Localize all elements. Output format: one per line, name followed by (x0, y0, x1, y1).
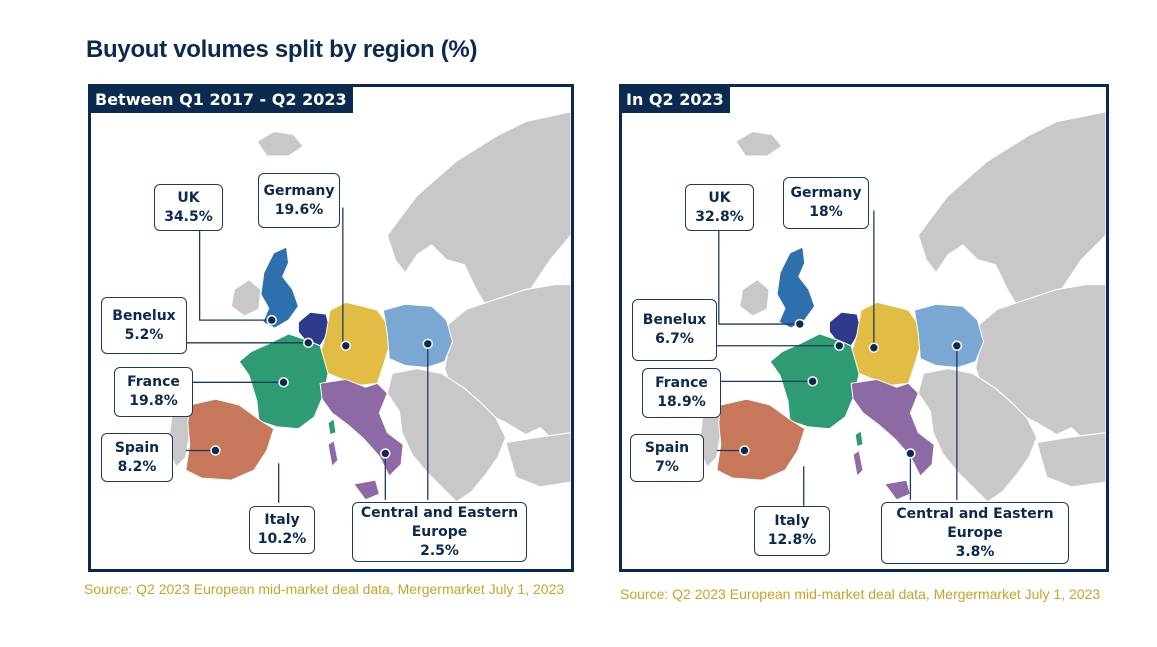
other-countries (167, 111, 571, 503)
ireland-shape (738, 278, 770, 317)
spain-shape (185, 398, 275, 481)
map-panel-historical: Between Q1 2017 - Q2 2023 (88, 84, 574, 572)
uk-marker (794, 318, 805, 330)
italy-name: Italy (264, 512, 300, 528)
spain-value: 8.2% (117, 458, 157, 475)
other-countries (698, 111, 1106, 503)
france-name: France (655, 375, 708, 391)
spain-name: Spain (644, 440, 690, 456)
uk-shape (260, 246, 299, 329)
benelux-name: Benelux (642, 312, 707, 328)
uk-marker (266, 314, 277, 326)
callout-germany: Germany 19.6% (258, 173, 340, 228)
spain-marker (210, 445, 221, 456)
balkans-shape (386, 367, 507, 503)
italy-marker (380, 448, 391, 459)
callout-uk: UK 32.8% (685, 184, 754, 231)
benelux-marker (303, 337, 314, 348)
cee-marker (422, 338, 433, 349)
spain-marker (739, 445, 750, 456)
france-name: France (127, 374, 180, 390)
callout-benelux: Benelux 6.7% (632, 299, 717, 361)
germany-shape (850, 301, 921, 386)
cee-value: 3.8% (955, 543, 995, 560)
panel-header: Between Q1 2017 - Q2 2023 (91, 87, 353, 113)
callout-lines (716, 210, 958, 506)
uk-name: UK (708, 189, 731, 206)
balkans-shape (917, 367, 1038, 503)
uk-shape (776, 246, 816, 329)
callout-italy: Italy 10.2% (249, 506, 315, 554)
iceland-shape (734, 130, 783, 157)
germany-value: 19.6% (274, 201, 324, 218)
uk-value: 34.5% (164, 208, 213, 225)
callout-spain: Spain 7% (630, 434, 704, 482)
callout-benelux: Benelux 5.2% (101, 297, 187, 354)
cee-shape (913, 303, 985, 369)
benelux-value: 5.2% (124, 326, 164, 343)
turkey-shape (505, 432, 571, 488)
germany-value: 18% (809, 204, 843, 220)
europe-map (167, 111, 571, 503)
cee-name: Central and Eastern Europe (360, 504, 519, 540)
benelux-marker (834, 340, 845, 351)
germany-marker (868, 342, 880, 353)
corsica-shape (327, 418, 337, 436)
france-value: 18.9% (657, 394, 706, 410)
source-note: Source: Q2 2023 European mid-market deal… (620, 586, 1101, 602)
benelux-value: 6.7% (655, 331, 694, 347)
turkey-shape (1036, 432, 1106, 488)
uk-name: UK (177, 189, 200, 206)
page-title: Buyout volumes split by region (%) (86, 36, 478, 63)
europe-map (698, 111, 1106, 506)
callout-germany: Germany 18% (783, 177, 869, 229)
map-panel-q2-2023: In Q2 2023 (619, 84, 1109, 572)
germany-marker (340, 340, 351, 351)
france-marker (807, 376, 818, 387)
sicily-shape (352, 479, 380, 501)
france-marker (278, 377, 289, 388)
sardinia-shape (327, 439, 339, 468)
spain-shape (716, 398, 806, 481)
sicily-shape (883, 479, 912, 501)
italy-value: 12.8% (767, 532, 817, 548)
callout-lines (185, 207, 429, 503)
spain-name: Spain (114, 439, 160, 456)
germany-name: Germany (263, 182, 335, 199)
italy-name: Italy (774, 513, 810, 529)
uk-value: 32.8% (695, 208, 744, 225)
germany-shape (319, 301, 390, 386)
sardinia-shape (852, 449, 864, 478)
region-markers (210, 314, 433, 459)
region-markers (739, 318, 963, 459)
italy-marker (905, 448, 916, 459)
callout-france: France 19.8% (114, 367, 193, 417)
callout-france: France 18.9% (642, 368, 721, 418)
germany-name: Germany (790, 185, 862, 201)
cee-shape (382, 303, 454, 369)
cee-value: 2.5% (420, 542, 459, 559)
iceland-shape (256, 130, 305, 157)
source-note: Source: Q2 2023 European mid-market deal… (84, 581, 565, 597)
callout-italy: Italy 12.8% (754, 506, 830, 556)
corsica-shape (854, 429, 864, 448)
italy-value: 10.2% (257, 531, 307, 547)
france-value: 19.8% (129, 393, 178, 409)
callout-cee: Central and Eastern Europe 3.8% (881, 502, 1069, 564)
callout-spain: Spain 8.2% (101, 433, 173, 482)
cee-name: Central and Eastern Europe (896, 505, 1054, 541)
spain-value: 7% (655, 459, 679, 475)
callout-cee: Central and Eastern Europe 2.5% (352, 502, 527, 562)
cee-marker (951, 340, 963, 351)
callout-uk: UK 34.5% (154, 184, 223, 231)
benelux-name: Benelux (112, 307, 176, 324)
ireland-shape (230, 278, 262, 317)
panel-header: In Q2 2023 (622, 87, 730, 113)
